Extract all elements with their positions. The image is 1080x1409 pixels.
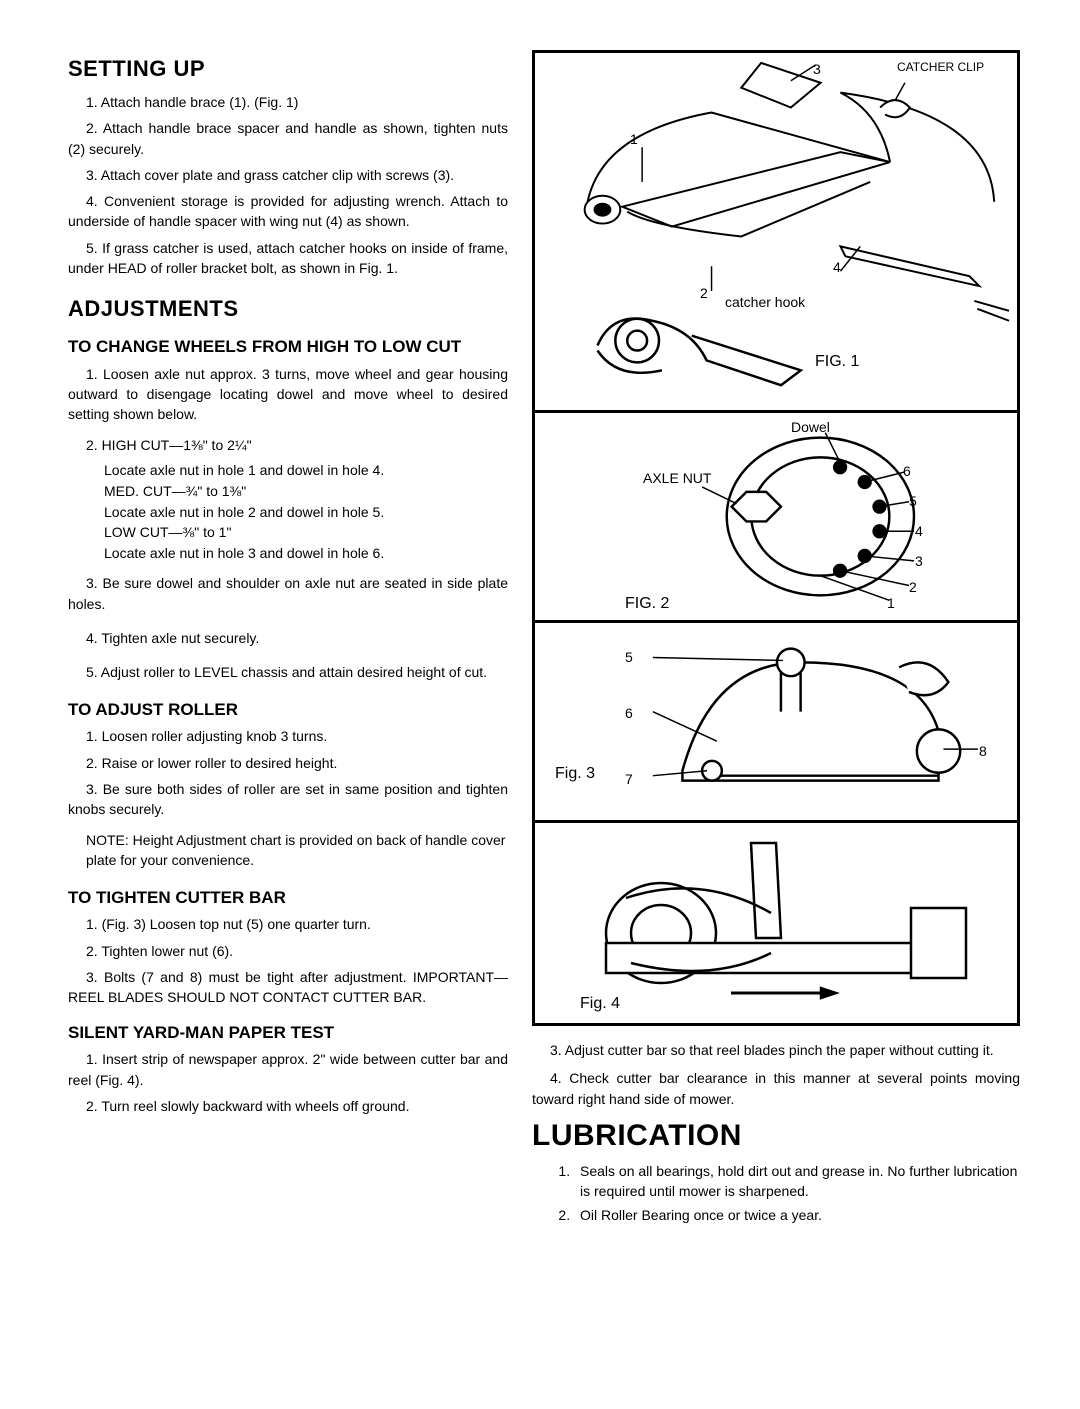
subheading-wheels: TO CHANGE WHEELS FROM HIGH TO LOW CUT	[68, 336, 508, 357]
adj-2e: Locate axle nut in hole 3 and dowel in h…	[104, 544, 508, 563]
right-column: 3 CATCHER CLIP 1 4 2 catcher hook FIG. 1	[532, 50, 1020, 1230]
roller-note: NOTE: Height Adjustment chart is provide…	[86, 830, 508, 871]
lubr-1: Seals on all bearings, hold dirt out and…	[574, 1161, 1020, 1202]
roller-2: 2. Raise or lower roller to desired heig…	[68, 753, 508, 773]
left-column: SETTING UP 1. Attach handle brace (1). (…	[68, 50, 508, 1230]
heading-lubrication: LUBRICATION	[532, 1119, 1020, 1153]
cutter-3: 3. Bolts (7 and 8) must be tight after a…	[68, 967, 508, 1008]
fig1-catcher-hook: catcher hook	[725, 295, 805, 310]
fig1-callout-2: 2	[700, 285, 708, 301]
adj-1: 1. Loosen axle nut approx. 3 turns, move…	[68, 364, 508, 425]
fig2-c1: 1	[887, 595, 895, 611]
figure-box: 3 CATCHER CLIP 1 4 2 catcher hook FIG. 1	[532, 50, 1020, 1026]
adj-2b: MED. CUT—¾" to 1⅜"	[104, 482, 508, 501]
fig2-c3: 3	[915, 553, 923, 569]
fig2-axle-nut: AXLE NUT	[643, 471, 711, 486]
heading-setting-up: SETTING UP	[68, 56, 508, 82]
setting-up-1: 1. Attach handle brace (1). (Fig. 1)	[68, 92, 508, 112]
cutter-1: 1. (Fig. 3) Loosen top nut (5) one quart…	[68, 914, 508, 934]
heading-roller: TO ADJUST ROLLER	[68, 700, 508, 720]
fig3-label: Fig. 3	[555, 765, 595, 783]
right-p4: 4. Check cutter bar clearance in this ma…	[532, 1068, 1020, 1109]
paper-1: 1. Insert strip of newspaper approx. 2" …	[68, 1049, 508, 1090]
adj-3: 3. Be sure dowel and shoulder on axle nu…	[68, 573, 508, 614]
fig1-callout-1: 1	[630, 131, 638, 147]
fig2-dowel: Dowel	[791, 419, 830, 435]
right-p3: 3. Adjust cutter bar so that reel blades…	[532, 1040, 1020, 1060]
setting-up-4: 4. Convenient storage is provided for ad…	[68, 191, 508, 232]
figure-1-svg	[535, 53, 1017, 410]
fig2-c4: 4	[915, 523, 923, 539]
heading-cutter: TO TIGHTEN CUTTER BAR	[68, 888, 508, 908]
fig3-c7: 7	[625, 771, 633, 787]
figure-2-svg	[535, 413, 1017, 620]
adj-2: 2. HIGH CUT—1⅜" to 2¼"	[68, 435, 508, 455]
heading-paper-test: SILENT YARD-MAN PAPER TEST	[68, 1023, 508, 1043]
adj-2c: Locate axle nut in hole 2 and dowel in h…	[104, 503, 508, 522]
figure-1-panel: 3 CATCHER CLIP 1 4 2 catcher hook FIG. 1	[535, 53, 1017, 413]
setting-up-3: 3. Attach cover plate and grass catcher …	[68, 165, 508, 185]
adj-2a: Locate axle nut in hole 1 and dowel in h…	[104, 461, 508, 480]
figure-2-panel: Dowel AXLE NUT 6 5 4 3 2 1 FIG. 2	[535, 413, 1017, 623]
paper-2: 2. Turn reel slowly backward with wheels…	[68, 1096, 508, 1116]
lubr-2: Oil Roller Bearing once or twice a year.	[574, 1205, 1020, 1225]
fig2-label: FIG. 2	[625, 595, 669, 613]
fig3-c8: 8	[979, 743, 987, 759]
adj-4: 4. Tighten axle nut securely.	[68, 628, 508, 648]
roller-1: 1. Loosen roller adjusting knob 3 turns.	[68, 726, 508, 746]
roller-3: 3. Be sure both sides of roller are set …	[68, 779, 508, 820]
figure-4-svg	[535, 823, 1017, 1023]
figure-3-svg	[535, 623, 1017, 820]
adj-2d: LOW CUT—⅜" to 1"	[104, 523, 508, 542]
setting-up-5: 5. If grass catcher is used, attach catc…	[68, 238, 508, 279]
heading-adjustments: ADJUSTMENTS	[68, 296, 508, 322]
lubrication-list: Seals on all bearings, hold dirt out and…	[574, 1161, 1020, 1226]
fig2-c6: 6	[903, 463, 911, 479]
fig1-label: FIG. 1	[815, 353, 859, 371]
fig3-c6: 6	[625, 705, 633, 721]
adj-5: 5. Adjust roller to LEVEL chassis and at…	[68, 662, 508, 682]
figure-4-panel: Fig. 4	[535, 823, 1017, 1023]
fig4-label: Fig. 4	[580, 995, 620, 1013]
cutter-2: 2. Tighten lower nut (6).	[68, 941, 508, 961]
fig2-c2: 2	[909, 579, 917, 595]
fig1-catcher-clip: CATCHER CLIP	[897, 61, 984, 74]
setting-up-2: 2. Attach handle brace spacer and handle…	[68, 118, 508, 159]
fig2-c5: 5	[909, 493, 917, 509]
fig1-callout-3: 3	[813, 61, 821, 77]
figure-3-panel: 5 6 7 8 Fig. 3	[535, 623, 1017, 823]
fig3-c5: 5	[625, 649, 633, 665]
fig1-callout-4: 4	[833, 259, 841, 275]
